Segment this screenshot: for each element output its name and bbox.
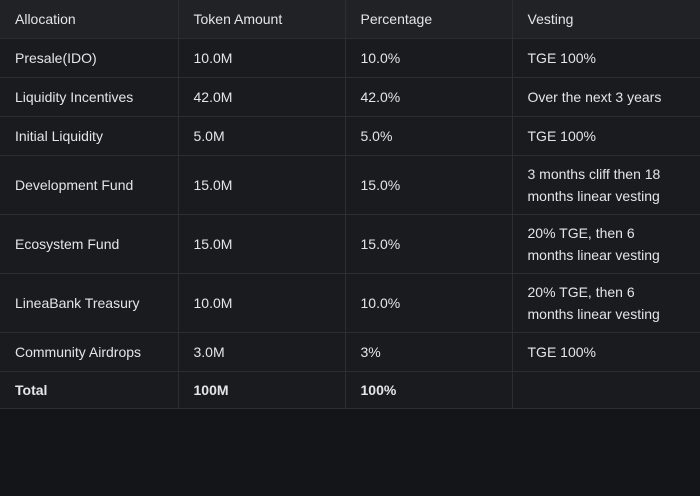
table-cell: 15.0% [344,214,513,274]
table-body: Presale(IDO) 10.0M 10.0% TGE 100% Liquidity … [0,38,700,409]
allocation-table: Allocation Token Amount Percentage Vesting … [0,0,700,409]
table-cell: 3% [344,332,513,372]
header-row: Allocation Token Amount Percentage Vesting [0,0,700,39]
table-cell: Community Airdrops [0,332,179,372]
table-cell: 42.0% [344,77,513,117]
table-row: Development Fund 15.0M 15.0% 3 months cliff… [0,155,700,215]
table-cell: 10.0M [177,38,346,78]
table-cell: 15.0% [344,155,513,215]
table-cell: 10.0% [344,38,513,78]
table-header: Allocation Token Amount Percentage Vesting [0,0,700,39]
table-cell: Development Fund [0,155,179,215]
table-cell: 5.0% [344,116,513,156]
empty-cell [511,371,700,409]
table-cell: 3 months cliff then 18 months linear ves… [511,155,700,215]
table-cell: 3.0M [177,332,346,372]
header-cell: Percentage [344,0,513,39]
table-cell: TGE 100% [511,38,700,78]
header-cell: Vesting [511,0,700,39]
table-cell: Liquidity Incentives [0,77,179,117]
table-row: Initial Liquidity 5.0M 5.0% TGE 100% [0,116,700,156]
header-cell: Allocation [0,0,179,39]
table-cell: Presale(IDO) [0,38,179,78]
header-cell: Token Amount [177,0,346,39]
total-cell: 100M [177,371,346,409]
table-cell: 10.0M [177,273,346,333]
table-cell: Initial Liquidity [0,116,179,156]
table-cell: 10.0% [344,273,513,333]
total-cell: 100% [344,371,513,409]
table-row: LineaBank Treasury 10.0M 10.0% 20% TGE, the… [0,273,700,333]
table-row: Ecosystem Fund 15.0M 15.0% 20% TGE, then 6 … [0,214,700,274]
table-cell: LineaBank Treasury [0,273,179,333]
total-row: Total 100M 100% [0,371,700,409]
table-cell: 15.0M [177,155,346,215]
table-row: Community Airdrops 3.0M 3% TGE 100% [0,332,700,372]
table-cell: Over the next 3 years [511,77,700,117]
table-cell: 20% TGE, then 6 months linear vesting [511,214,700,274]
table-cell: TGE 100% [511,116,700,156]
table-row: Liquidity Incentives 42.0M 42.0% Over the n… [0,77,700,117]
table-cell: Ecosystem Fund [0,214,179,274]
table-row: Presale(IDO) 10.0M 10.0% TGE 100% [0,38,700,78]
total-cell: Total [0,371,179,409]
table-cell: 5.0M [177,116,346,156]
table-cell: TGE 100% [511,332,700,372]
table-cell: 42.0M [177,77,346,117]
table-cell: 20% TGE, then 6 months linear vesting [511,273,700,333]
table-cell: 15.0M [177,214,346,274]
